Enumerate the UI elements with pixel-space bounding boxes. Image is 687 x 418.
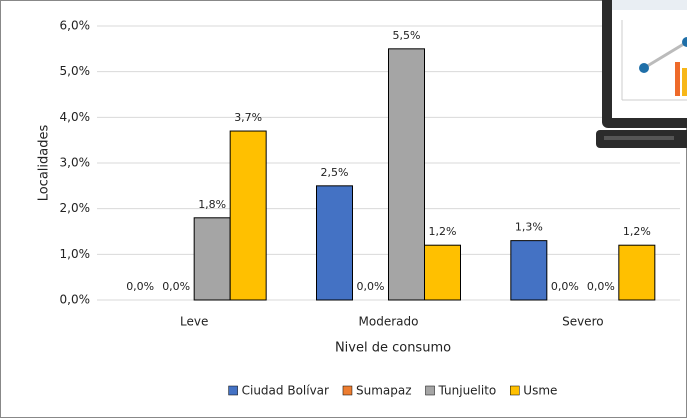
laptop-screen-bar (612, 0, 687, 10)
data-label: 2,5% (321, 166, 349, 179)
data-label: 3,7% (234, 111, 262, 124)
data-label: 1,2% (429, 225, 457, 238)
y-tick-label: 3,0% (60, 156, 91, 170)
data-label: 0,0% (587, 280, 615, 293)
data-label: 1,8% (198, 198, 226, 211)
legend-swatch (425, 385, 435, 396)
data-label: 5,5% (393, 29, 421, 42)
legend-label: Usme (523, 384, 557, 398)
bar (316, 185, 353, 301)
legend-swatch (228, 385, 238, 396)
y-tick-label: 1,0% (60, 247, 91, 261)
data-label: 0,0% (162, 280, 190, 293)
data-label: 1,3% (515, 221, 543, 234)
x-axis-label: Nivel de consumo (335, 341, 451, 356)
screen-dot (639, 63, 649, 73)
bar (510, 240, 548, 301)
y-tick-label: 5,0% (60, 64, 91, 78)
y-tick-label: 0,0% (60, 293, 91, 307)
data-label: 1,2% (623, 225, 651, 238)
data-label: 0,0% (551, 280, 579, 293)
bar (388, 48, 425, 301)
legend-swatch (342, 385, 353, 396)
y-tick-label: 6,0% (60, 19, 91, 33)
laptop-keys (604, 136, 674, 140)
bar (193, 217, 231, 301)
legend-label: Tunjuelito (438, 384, 497, 398)
legend-label: Sumapaz (356, 384, 412, 398)
bar (618, 244, 656, 301)
y-tick-label: 2,0% (60, 201, 91, 215)
screen-bar (682, 68, 687, 96)
legend-swatch (510, 385, 520, 396)
bar (229, 130, 267, 301)
screen-line (643, 40, 687, 70)
data-label: 0,0% (126, 280, 154, 293)
screen-bar (675, 62, 680, 96)
bar (424, 244, 461, 301)
x-tick-label: Severo (562, 315, 604, 329)
x-tick-label: Moderado (359, 315, 419, 329)
data-label: 0,0% (357, 280, 385, 293)
y-axis-label: Localidades (37, 125, 52, 202)
x-tick-label: Leve (180, 315, 208, 329)
laptop-illustration (596, 0, 687, 148)
laptop-screen (612, 0, 687, 118)
legend-label: Ciudad Bolívar (242, 384, 329, 398)
y-tick-label: 4,0% (60, 110, 91, 124)
screen-dot (682, 37, 687, 47)
